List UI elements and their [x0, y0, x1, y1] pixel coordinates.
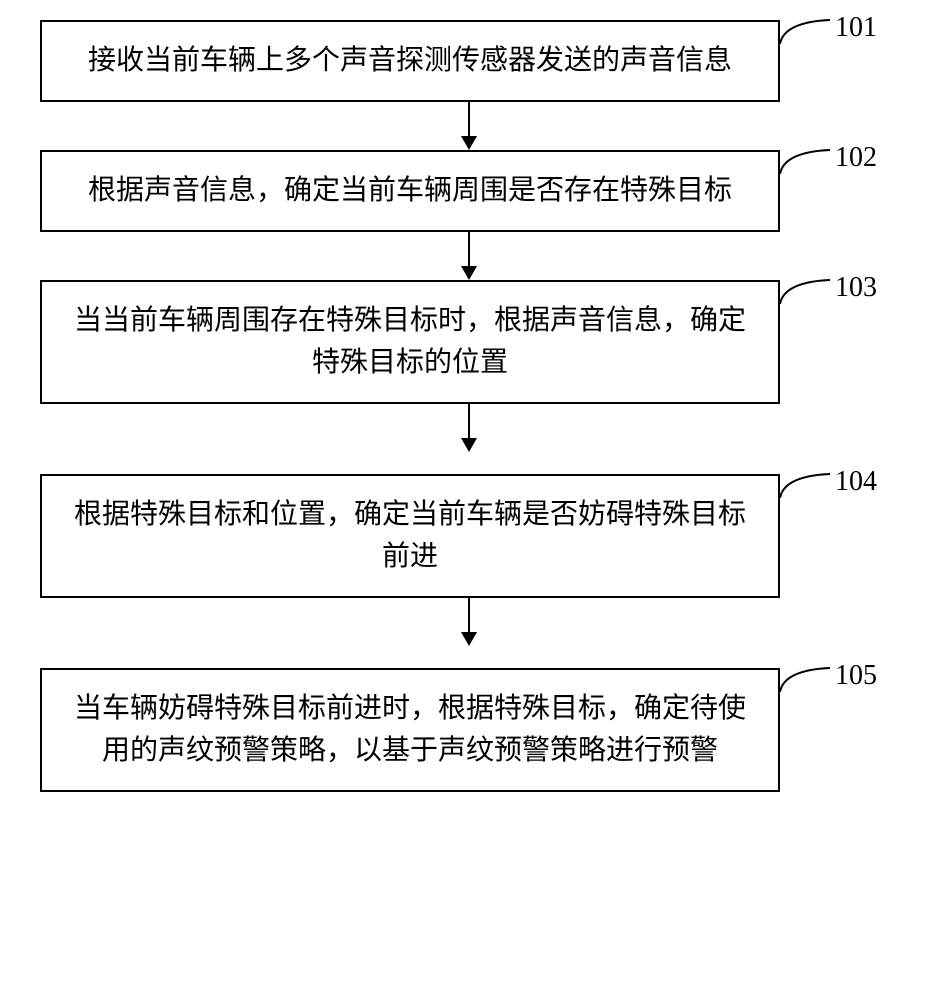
step-label: 102: [835, 142, 877, 174]
flowchart-step-103: 当当前车辆周围存在特殊目标时，根据声音信息，确定特殊目标的位置 103: [40, 280, 897, 404]
step-box: 根据特殊目标和位置，确定当前车辆是否妨碍特殊目标前进: [40, 474, 780, 598]
arrow-down: [99, 598, 839, 646]
spacer: [99, 452, 839, 474]
connector-line: [780, 666, 830, 692]
step-label: 101: [835, 12, 877, 44]
flowchart-container: 接收当前车辆上多个声音探测传感器发送的声音信息 101 根据声音信息，确定当前车…: [40, 20, 897, 792]
flowchart-step-102: 根据声音信息，确定当前车辆周围是否存在特殊目标 102: [40, 150, 897, 232]
flowchart-step-105: 当车辆妨碍特殊目标前进时，根据特殊目标，确定待使用的声纹预警策略，以基于声纹预警…: [40, 668, 897, 792]
spacer: [99, 646, 839, 668]
arrow-down: [99, 102, 839, 150]
connector-line: [780, 18, 830, 44]
connector-line: [780, 148, 830, 174]
step-box: 接收当前车辆上多个声音探测传感器发送的声音信息: [40, 20, 780, 102]
connector-line: [780, 278, 830, 304]
flowchart-step-101: 接收当前车辆上多个声音探测传感器发送的声音信息 101: [40, 20, 897, 102]
step-label: 105: [835, 660, 877, 692]
flowchart-step-104: 根据特殊目标和位置，确定当前车辆是否妨碍特殊目标前进 104: [40, 474, 897, 598]
connector-line: [780, 472, 830, 498]
step-label: 104: [835, 466, 877, 498]
arrow-down: [99, 404, 839, 452]
step-box: 根据声音信息，确定当前车辆周围是否存在特殊目标: [40, 150, 780, 232]
arrow-down: [99, 232, 839, 280]
step-box: 当当前车辆周围存在特殊目标时，根据声音信息，确定特殊目标的位置: [40, 280, 780, 404]
step-label: 103: [835, 272, 877, 304]
step-box: 当车辆妨碍特殊目标前进时，根据特殊目标，确定待使用的声纹预警策略，以基于声纹预警…: [40, 668, 780, 792]
